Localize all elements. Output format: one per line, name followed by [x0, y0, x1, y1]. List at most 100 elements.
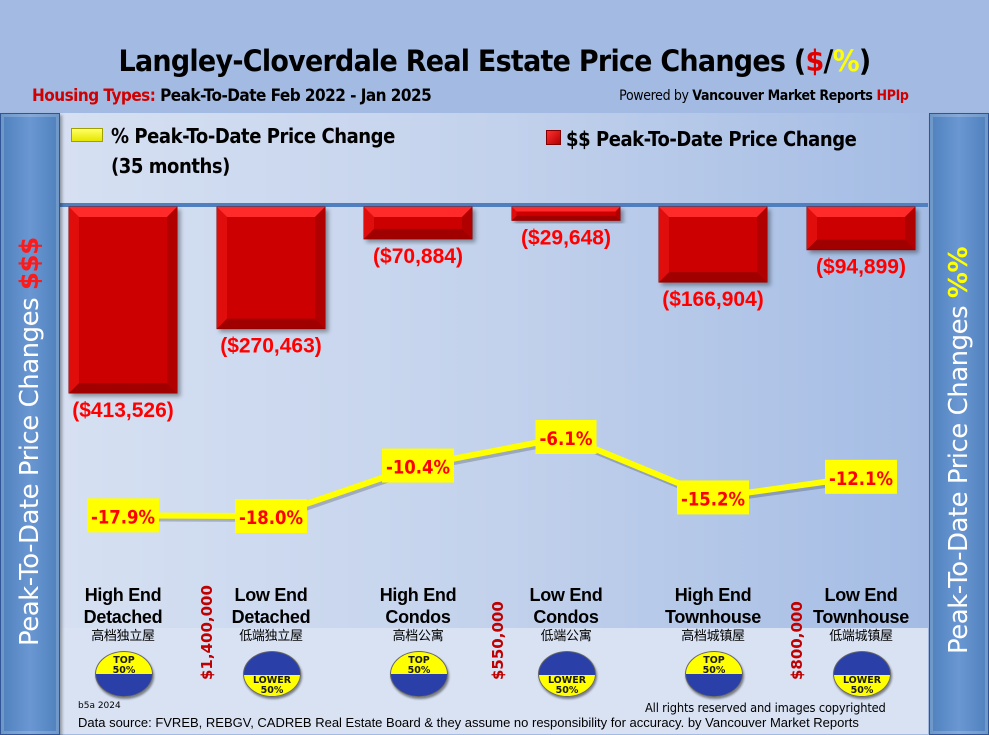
badge-line1: TOP	[408, 655, 430, 666]
bar-bevel-bottom	[512, 215, 620, 221]
bar-value-label: ($270,463)	[220, 335, 322, 358]
bar-6	[806, 206, 916, 251]
line-point-1: -17.9%	[87, 498, 159, 533]
badge-line1: TOP	[113, 655, 135, 666]
category-label: Low End Condos 低端公寓	[491, 584, 641, 646]
bar-bevel-right	[462, 207, 472, 239]
category-line1: High End	[674, 585, 752, 605]
legend-bar-label: $$ Peak-To-Date Price Change	[566, 127, 857, 151]
version-label: b5a 2024	[78, 701, 121, 711]
badge-line2: 50%	[702, 665, 726, 676]
category-line2: Detached	[83, 607, 163, 627]
category-chinese: 高档城镇屋	[681, 629, 745, 644]
pct-label-background	[87, 498, 159, 533]
bar-value-label: ($94,899)	[816, 256, 906, 279]
pct-label-background	[677, 480, 749, 515]
bar-bevel-left	[217, 207, 227, 329]
category-line2: Detached	[231, 607, 311, 627]
pct-label-background	[235, 499, 307, 534]
plot-footer-area	[60, 628, 928, 734]
bar-bevel-top	[659, 207, 767, 217]
bar-value-label: ($413,526)	[72, 399, 174, 422]
title-slash: /	[823, 44, 833, 78]
pct-label-background	[382, 448, 454, 483]
badge-text: TOP 50%	[686, 652, 742, 676]
legend-bar-swatch	[546, 130, 561, 145]
powered-brand: Vancouver Market Reports	[692, 88, 877, 104]
title-close: )	[858, 44, 871, 78]
category-line2: Condos	[385, 607, 451, 627]
badge-text: TOP 50%	[391, 652, 447, 676]
bar-rect	[216, 206, 326, 330]
bar-labels: ($413,526) ($270,463) ($70,884) ($29,648) ($…	[72, 226, 906, 422]
lower-50-badge-icon: LOWER 50%	[833, 651, 891, 697]
powered-suffix: HPIp	[876, 88, 909, 104]
category-line1: Low End	[529, 585, 603, 605]
category-line2: Townhouse	[665, 607, 761, 627]
category-chinese: 低端城镇屋	[829, 629, 893, 644]
bar-value-label: ($29,648)	[521, 226, 611, 249]
badge-line1: LOWER	[252, 675, 292, 686]
legend-line-label: % Peak-To-Date Price Change	[111, 124, 395, 148]
lower-50-badge-icon: LOWER 50%	[243, 651, 301, 697]
pct-label-background	[535, 420, 597, 454]
right-axis-panel: Peak-To-Date Price Changes %%	[929, 113, 989, 735]
line-series	[122, 433, 864, 523]
chart-title: Langley-Cloverdale Real Estate Price Cha…	[35, 44, 955, 78]
pct-value-label: -18.0%	[239, 507, 303, 529]
line-point-2: -18.0%	[235, 499, 307, 534]
subtitle-label: Housing Types:	[32, 86, 156, 106]
powered-by: Powered by Vancouver Market Reports HPIp	[620, 88, 910, 104]
badge-line2: 50%	[112, 665, 136, 676]
bar-bevel-bottom	[807, 239, 915, 250]
legend-line-swatch	[71, 128, 103, 142]
bar-bevel-right	[757, 207, 767, 283]
bar-5	[658, 206, 768, 283]
line-point-3: -10.4%	[382, 448, 454, 483]
category-label: High End Townhouse 高档城镇屋	[638, 584, 788, 646]
bar-bevel-left	[659, 207, 669, 283]
bar-bevel-top	[512, 207, 620, 212]
chart-subtitle: Housing Types: Peak-To-Date Feb 2022 - J…	[32, 86, 432, 106]
bar-bevel-left	[512, 207, 517, 221]
top-50-badge-icon: TOP 50%	[95, 651, 153, 697]
category-chinese: 低端独立屋	[239, 629, 303, 644]
category-line1: High End	[84, 585, 162, 605]
bar-value-label: ($166,904)	[662, 288, 764, 311]
left-axis-panel: Peak-To-Date Price Changes $$$	[0, 113, 60, 735]
top-50-badge-icon: TOP 50%	[390, 651, 448, 697]
bar-bevel-left	[807, 207, 817, 250]
bar-bevel-top	[69, 207, 177, 217]
subtitle-value: Peak-To-Date Feb 2022 - Jan 2025	[155, 86, 432, 106]
badge-line1: LOWER	[547, 675, 587, 686]
bar-bevel-right	[905, 207, 915, 250]
badge-line1: LOWER	[842, 675, 882, 686]
bar-rect	[658, 206, 768, 283]
bar-bevel-top	[217, 207, 325, 217]
bar-bevel-bottom	[659, 272, 767, 283]
category-chinese: 高档公寓	[392, 629, 444, 644]
zero-baseline	[60, 203, 928, 207]
badge-text: LOWER 50%	[244, 652, 300, 696]
bar-1	[68, 206, 178, 394]
legend-line-sublabel: (35 months)	[111, 154, 230, 178]
badge-line2: 50%	[850, 685, 874, 696]
badge-text: TOP 50%	[96, 652, 152, 676]
pct-value-label: -10.4%	[386, 457, 450, 479]
title-percent: %	[832, 44, 860, 78]
bar-bevel-left	[69, 207, 79, 393]
category-line2: Townhouse	[813, 607, 909, 627]
category-label: High End Detached 高档独立屋	[48, 584, 198, 646]
rights-label: All rights reserved and images copyright…	[645, 700, 886, 715]
bar-2	[216, 206, 326, 330]
bar-4	[511, 206, 621, 221]
badge-line2: 50%	[407, 665, 431, 676]
bar-3	[363, 206, 473, 240]
pct-change-line	[122, 433, 862, 520]
bar-series	[68, 206, 916, 394]
pct-value-label: -17.9%	[91, 506, 155, 528]
line-point-6: -12.1%	[825, 459, 897, 494]
bar-bevel-top	[364, 207, 472, 217]
pct-value-label: -6.1%	[540, 428, 593, 450]
data-source-label: Data source: FVREB, REBGV, CADREB Real E…	[78, 715, 859, 730]
